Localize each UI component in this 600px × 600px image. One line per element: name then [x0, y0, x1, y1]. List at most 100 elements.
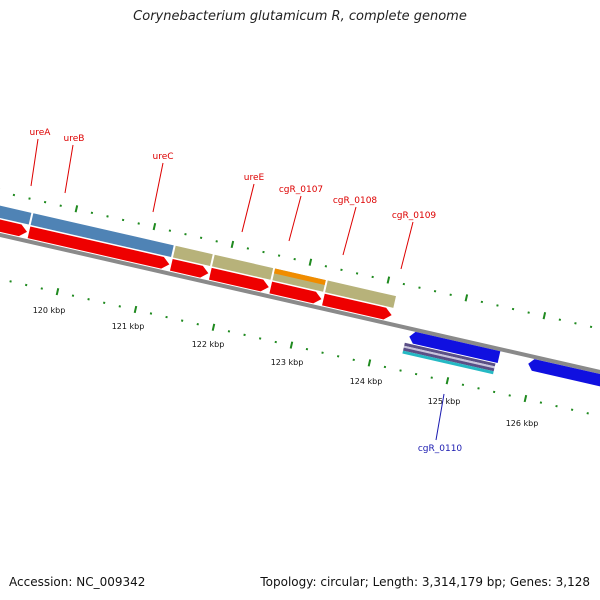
lower-minor-tick [539, 401, 543, 404]
accession-text: Accession: NC_009342 [9, 575, 146, 589]
upper-minor-tick [246, 247, 250, 250]
upper-minor-tick [480, 300, 484, 304]
label-ureB: ureB [64, 134, 85, 144]
upper-minor-tick [43, 200, 47, 204]
callout-ureA [30, 138, 39, 187]
upper-minor-tick [558, 318, 562, 321]
gene-ureB [0, 217, 28, 237]
upper-minor-tick [496, 304, 499, 307]
scale-label-125: 125 kbp [428, 397, 461, 406]
upper-minor-tick [355, 272, 359, 275]
map-title: Corynebacterium glutamicum R, complete g… [133, 9, 467, 24]
callout-cgR_0107 [288, 195, 302, 242]
upper-tick-track [0, 187, 593, 329]
lower-minor-tick [102, 301, 106, 305]
lower-minor-tick [87, 298, 90, 301]
gene-ureE [169, 258, 209, 278]
lower-major-tick [289, 341, 294, 349]
label-ureC: ureC [152, 152, 173, 162]
reverse-gene-track [402, 331, 600, 398]
callout-ureB [64, 144, 74, 194]
upper-major-tick [152, 222, 157, 231]
scale-label-124: 124 kbp [350, 377, 383, 386]
upper-minor-tick [324, 265, 328, 268]
lower-minor-tick [336, 355, 340, 358]
cds-ureB [0, 203, 32, 225]
scale-label-121: 121 kbp [112, 322, 145, 331]
lower-minor-tick [399, 369, 402, 372]
lower-minor-tick [40, 287, 43, 290]
lower-minor-tick [414, 372, 418, 376]
rna-cgR_0110-c [402, 350, 494, 375]
gene-labels: ureA ureB ureC ureE cgR_0107 cgR_0108 cg… [30, 128, 463, 454]
lower-major-tick [445, 377, 450, 385]
lower-minor-tick [118, 305, 121, 308]
lower-minor-tick [555, 404, 558, 408]
callout-cgR_0109 [400, 221, 414, 270]
callout-ureE [241, 183, 255, 233]
lower-minor-tick [586, 412, 589, 415]
gene-track [0, 217, 392, 320]
lower-minor-tick [243, 333, 246, 337]
lower-minor-tick [477, 387, 480, 390]
label-cgR_0109: cgR_0109 [392, 211, 437, 221]
lower-minor-tick [24, 283, 28, 287]
lower-minor-tick [461, 383, 465, 386]
upper-minor-tick [340, 268, 343, 272]
upper-minor-tick [589, 325, 593, 329]
gene-next-reverse [528, 359, 600, 398]
lower-minor-tick [71, 294, 75, 297]
upper-minor-tick [262, 250, 265, 254]
upper-minor-tick [137, 222, 140, 225]
cds-cgR_0107 [211, 254, 274, 280]
lower-major-tick [211, 323, 216, 331]
upper-major-tick [464, 294, 469, 302]
lower-minor-tick [570, 408, 574, 411]
cds-cgR_0109 [325, 280, 396, 308]
callout-cgR_0108 [342, 206, 357, 256]
lower-minor-tick [165, 315, 168, 319]
lower-minor-tick [274, 340, 277, 344]
backbone-line [0, 199, 600, 404]
upper-minor-tick [418, 286, 421, 289]
lower-minor-tick [227, 330, 231, 333]
upper-major-tick [230, 240, 235, 249]
label-cgR_0107: cgR_0107 [279, 185, 323, 195]
upper-minor-tick [121, 218, 125, 222]
upper-minor-tick [527, 311, 530, 314]
lower-minor-tick [492, 390, 496, 394]
upper-minor-tick [28, 197, 31, 200]
scale-label-126: 126 kbp [506, 419, 539, 428]
lower-minor-tick [258, 337, 262, 340]
upper-minor-tick [184, 233, 187, 236]
upper-minor-tick [371, 275, 374, 279]
upper-major-tick [386, 276, 391, 284]
lower-minor-tick [321, 351, 324, 354]
upper-minor-tick [215, 240, 218, 243]
label-ureE: ureE [244, 173, 265, 183]
lower-minor-tick [352, 358, 355, 362]
scale-label-122: 122 kbp [192, 340, 225, 349]
lower-minor-tick [196, 322, 199, 326]
lower-tick-track [9, 280, 589, 415]
lower-minor-tick [430, 376, 433, 379]
scale-label-123: 123 kbp [271, 358, 304, 367]
upper-minor-tick [59, 204, 62, 207]
lower-minor-tick [383, 365, 387, 369]
upper-minor-tick [199, 236, 203, 239]
upper-minor-tick [449, 293, 452, 296]
upper-minor-tick [106, 215, 109, 218]
rna-cgR_0110-gap [403, 345, 495, 369]
upper-major-tick [542, 312, 547, 320]
upper-minor-tick [402, 282, 406, 286]
lower-minor-tick [149, 312, 153, 315]
upper-minor-tick [12, 193, 16, 197]
upper-minor-tick [90, 211, 94, 215]
upper-minor-tick [168, 229, 172, 232]
callout-cgR_0110 [435, 393, 445, 441]
scale-labels: 120 kbp 121 kbp 122 kbp 123 kbp 124 kbp … [33, 306, 539, 428]
cds-cgR_0108-highlight [273, 268, 326, 285]
rna-cgR_0110-b [403, 347, 495, 372]
lower-major-tick [133, 305, 138, 314]
